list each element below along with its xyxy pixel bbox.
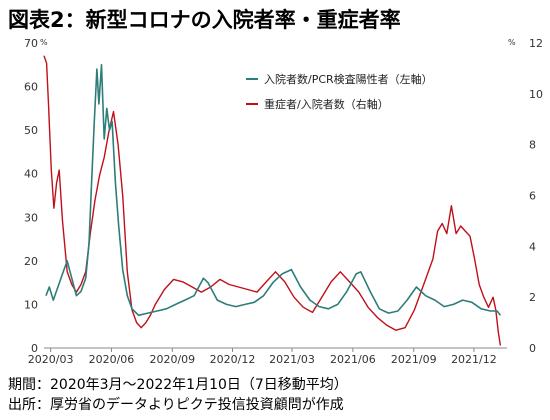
period-note: 期間：2020年3月～2022年1月10日（7日移動平均）	[8, 377, 348, 393]
left-axis-unit: %	[40, 38, 48, 47]
left-tick-label: 50	[24, 124, 38, 137]
axes: % %	[40, 38, 516, 349]
x-axis-ticks: 2020/03 2020/06 2020/09 2020/12 2021/03 2021/…	[28, 348, 497, 366]
right-tick-label: 2	[529, 291, 536, 304]
legend-label-admission: 入院者数/PCR検査陽性者（左軸）	[264, 72, 433, 86]
left-tick-label: 40	[24, 168, 38, 181]
left-axis-ticks: 0 10 20 30 40 50 60 70	[24, 37, 38, 355]
series-layer	[43, 55, 502, 346]
source-note: 出所：厚労省のデータよりピクテ投信投資顧問が作成	[8, 397, 344, 413]
left-tick-label: 20	[24, 255, 38, 268]
right-tick-label: 6	[529, 190, 536, 203]
right-tick-label: 0	[529, 342, 536, 355]
left-tick-label: 0	[31, 342, 38, 355]
left-tick-label: 10	[24, 298, 38, 311]
right-tick-label: 12	[529, 37, 543, 50]
left-tick-label: 60	[24, 81, 38, 94]
x-tick-label: 2020/09	[149, 353, 195, 366]
left-tick-label: 30	[24, 211, 38, 224]
series-line-admission-ratio	[45, 64, 502, 317]
legend-label-severe: 重症者/入院者数（右軸）	[264, 97, 389, 111]
chart-title: 図表2：新型コロナの入院者率・重症者率	[8, 8, 401, 32]
right-axis-unit: %	[508, 38, 516, 47]
x-tick-label: 2021/06	[330, 353, 376, 366]
x-tick-label: 2021/03	[269, 353, 315, 366]
x-tick-label: 2020/06	[89, 353, 135, 366]
right-tick-label: 8	[529, 139, 536, 152]
right-tick-label: 10	[529, 88, 543, 101]
right-axis-ticks: 0 2 4 6 8 10 12	[529, 37, 543, 355]
x-tick-label: 2020/03	[28, 353, 74, 366]
right-tick-label: 4	[529, 240, 536, 253]
legend: 入院者数/PCR検査陽性者（左軸） 重症者/入院者数（右軸）	[246, 72, 433, 111]
x-tick-label: 2021/09	[391, 353, 437, 366]
footnotes: 期間：2020年3月～2022年1月10日（7日移動平均） 出所：厚労省のデータ…	[8, 375, 348, 415]
x-tick-label: 2021/12	[451, 353, 497, 366]
left-tick-label: 70	[24, 37, 38, 50]
x-tick-label: 2020/12	[210, 353, 256, 366]
